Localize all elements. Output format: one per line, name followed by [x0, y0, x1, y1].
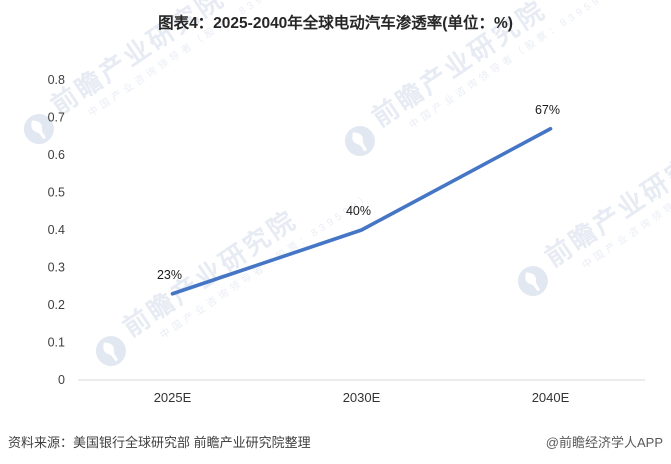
data-point-label: 23%: [157, 268, 182, 282]
x-axis-category-label: 2040E: [532, 390, 570, 405]
y-axis-tick-label: 0: [58, 373, 65, 387]
y-axis-tick-label: 0.6: [48, 148, 65, 162]
x-axis-category-label: 2025E: [154, 390, 192, 405]
trend-line: [170, 126, 553, 296]
credit-note: @前瞻经济学人APP: [545, 435, 663, 450]
data-point-label: 67%: [535, 103, 560, 117]
chart-title: 图表4：2025-2040年全球电动汽车渗透率(单位：%): [158, 15, 513, 32]
y-axis-tick-label: 0.1: [48, 336, 65, 350]
chart-footer: 资料来源：美国银行全球研究部 前瞻产业研究院整理 @前瞻经济学人APP: [8, 432, 663, 451]
y-axis-tick-label: 0.5: [48, 186, 65, 200]
y-axis-tick-label: 0.3: [48, 261, 65, 275]
source-note: 资料来源：美国银行全球研究部 前瞻产业研究院整理: [8, 435, 311, 450]
x-axis-category-label: 2030E: [343, 390, 381, 405]
y-axis-tick-label: 0.4: [48, 223, 65, 237]
y-axis-tick-label: 0.8: [48, 73, 65, 87]
data-point-label: 40%: [346, 204, 371, 218]
y-axis-tick-label: 0.2: [48, 298, 65, 312]
y-axis-tick-label: 0.7: [48, 111, 65, 125]
